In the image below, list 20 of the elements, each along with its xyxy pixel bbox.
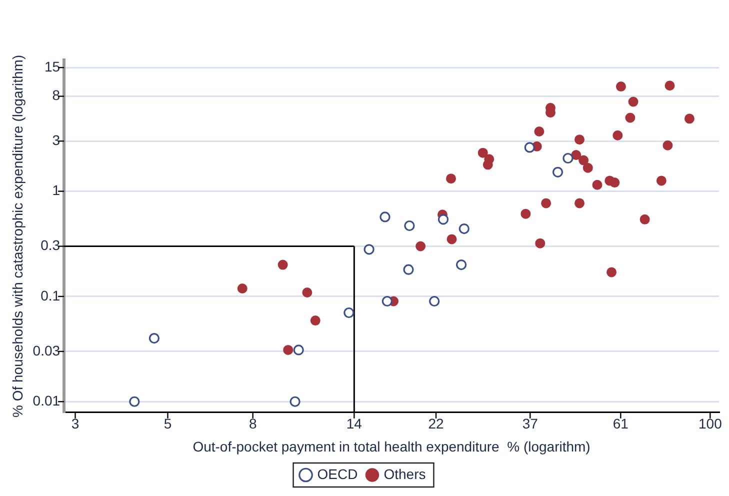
x-tick-label: 100 xyxy=(698,416,722,432)
x-tick-label: 8 xyxy=(248,416,257,432)
x-tick-label: 22 xyxy=(428,416,444,432)
x-tick-label: 3 xyxy=(71,416,80,432)
x-axis-title: Out-of-pocket payment in total health expenditure % (logarithm) xyxy=(192,438,590,454)
legend-label: OECD xyxy=(317,466,358,482)
x-tick-label: 5 xyxy=(164,416,172,432)
x-tick-label: 37 xyxy=(522,416,538,432)
legend-label: Others xyxy=(384,466,426,482)
y-tick-label: 0.3 xyxy=(40,237,60,254)
y-tick-label: 15 xyxy=(44,58,60,74)
y-tick-label: 1 xyxy=(52,182,60,198)
y-axis-title: % Of households with catastrophic expenditure (logarithm) xyxy=(9,54,26,418)
y-tick-label: 3 xyxy=(52,132,60,148)
x-tick-label: 14 xyxy=(346,416,362,432)
y-tick-label: 8 xyxy=(52,87,60,104)
y-tick-label: 0.1 xyxy=(40,287,60,304)
y-tick-label: 0.03 xyxy=(32,342,60,358)
y-tick-label: 0.01 xyxy=(32,392,60,408)
x-tick-label: 61 xyxy=(612,416,629,432)
